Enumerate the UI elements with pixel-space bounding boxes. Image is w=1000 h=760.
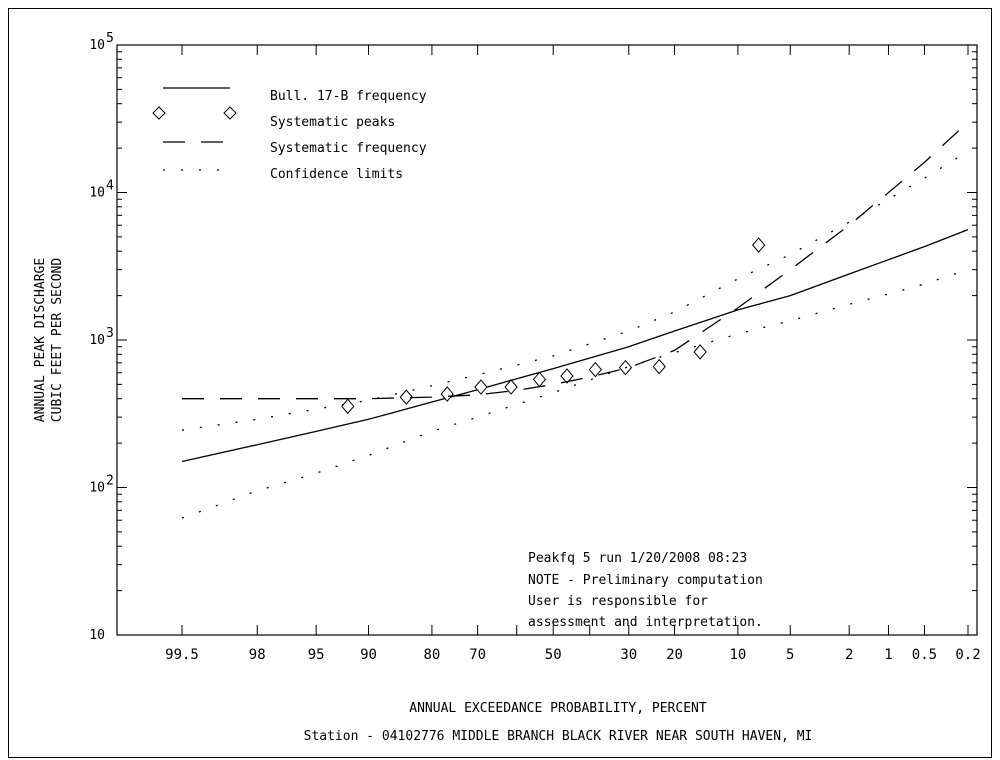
annotation-line-2: NOTE - Preliminary computation	[528, 573, 763, 588]
y-axis-title-line2: CUBIC FEET PER SECOND	[50, 258, 65, 423]
plot-area	[116, 44, 978, 636]
x-tick-label: 99.5	[165, 647, 199, 663]
y-tick-exponent: 4	[106, 179, 114, 194]
x-tick-label: 0.2	[955, 647, 980, 663]
confidence-limit-curve	[181, 268, 969, 519]
systematic-peak-point	[532, 371, 547, 388]
run-annotation: Peakfq 5 run 1/20/2008 08:23 NOTE - Prel…	[528, 551, 763, 630]
legend-label-systematic-frequency: Systematic frequency	[270, 141, 427, 156]
annotation-line-3: User is responsible for	[528, 594, 708, 609]
x-tick-label: 2	[845, 647, 853, 663]
systematic-frequency-curve	[182, 121, 969, 400]
systematic-peak-point	[474, 379, 488, 395]
legend-label-bull17b: Bull. 17-B frequency	[270, 89, 427, 104]
legend-label-confidence-limits: Confidence limits	[270, 167, 403, 182]
y-tick-exponent: 3	[106, 326, 114, 341]
systematic-peak-point	[341, 398, 355, 415]
systematic-peak-point	[440, 386, 454, 402]
x-tick-label: 95	[308, 647, 325, 663]
y-tick-label: 10	[89, 333, 105, 348]
y-tick-label: 10	[89, 38, 105, 53]
systematic-peak-point	[399, 389, 413, 405]
series-layer	[181, 121, 969, 519]
x-tick-label: 0.5	[912, 647, 937, 663]
x-tick-label: 20	[666, 647, 683, 663]
annotation-line-4: assessment and interpretation.	[528, 615, 763, 630]
x-tick-label: 80	[423, 647, 440, 663]
x-tick-label: 90	[360, 647, 377, 663]
systematic-peak-point	[588, 361, 603, 378]
x-axis-title: ANNUAL EXCEEDANCE PROBABILITY, PERCENT	[409, 701, 707, 716]
legend-swatch-diamond-left	[152, 106, 166, 120]
legend-swatch-diamond-right	[223, 106, 237, 120]
y-tick-exponent: 5	[106, 31, 114, 46]
y-axis-title-line1: ANNUAL PEAK DISCHARGE	[33, 258, 48, 422]
y-tick-exponent: 2	[106, 474, 114, 489]
x-tick-label: 70	[469, 647, 486, 663]
annotation-line-1: Peakfq 5 run 1/20/2008 08:23	[528, 551, 747, 566]
systematic-peak-point	[504, 379, 518, 395]
legend-label-systematic-peaks: Systematic peaks	[270, 115, 395, 130]
x-tick-label: 98	[249, 647, 266, 663]
confidence-limit-curve	[181, 150, 969, 431]
systematic-peak-point	[751, 237, 766, 253]
y-tick-label: 10	[89, 628, 105, 643]
y-tick-label: 10	[89, 186, 105, 201]
systematic-peak-point	[560, 368, 574, 384]
bulletin-17b-frequency-curve	[181, 228, 969, 463]
legend: Bull. 17-B frequency Systematic peaks Sy…	[152, 87, 427, 182]
y-tick-label: 10	[89, 481, 105, 496]
station-caption: Station - 04102776 MIDDLE BRANCH BLACK R…	[304, 729, 813, 744]
x-tick-label: 1	[884, 647, 892, 663]
systematic-peak-point	[693, 344, 707, 360]
x-tick-label: 30	[620, 647, 637, 663]
x-tick-label: 50	[545, 647, 562, 663]
x-tick-label: 10	[729, 647, 746, 663]
x-tick-label: 5	[786, 647, 794, 663]
systematic-peak-point	[652, 358, 666, 375]
